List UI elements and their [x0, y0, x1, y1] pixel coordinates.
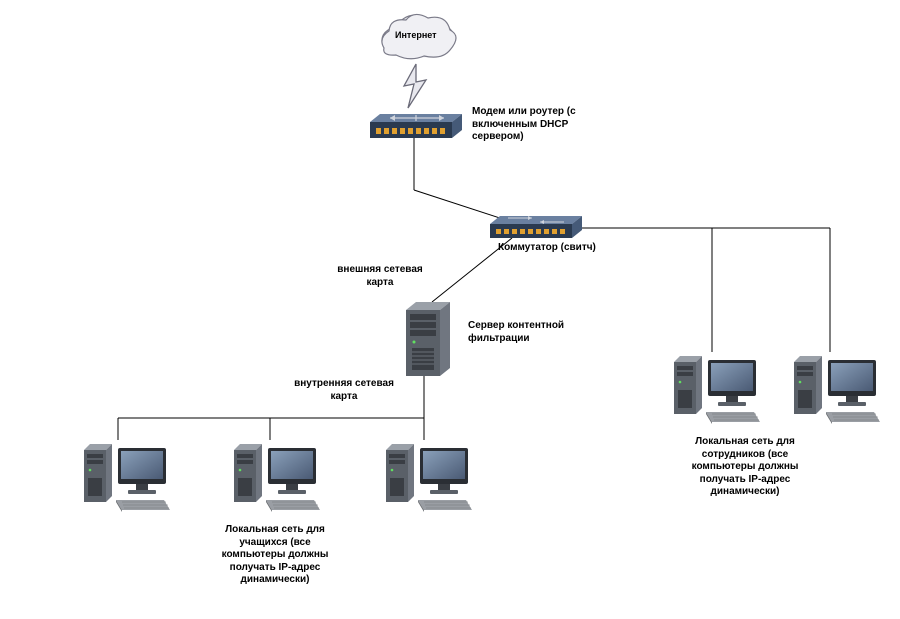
lan-students-label: Локальная сеть для учащихся (все компьют… — [210, 524, 340, 587]
modem-router — [366, 110, 466, 149]
staff-pc-2 — [790, 350, 882, 431]
lan-staff-label: Локальная сеть для сотрудников (все комп… — [680, 436, 810, 499]
lightning-icon — [398, 62, 432, 115]
student-pc-1 — [80, 438, 172, 519]
student-pc-2 — [230, 438, 322, 519]
staff-pc-1 — [670, 350, 762, 431]
nic-external-label: внешняя сетевая карта — [330, 264, 430, 289]
network-diagram: Интернет — [0, 0, 900, 619]
switch-label: Коммутатор (свитч) — [498, 242, 596, 255]
modem-label: Модем или роутер (с включенным DHCP серв… — [472, 106, 592, 144]
student-pc-3 — [382, 438, 474, 519]
cloud-label: Интернет — [395, 30, 437, 41]
nic-internal-label: внутренняя сетевая карта — [284, 378, 404, 403]
server-label: Сервер контентной фильтрации — [468, 320, 588, 345]
server — [400, 300, 460, 385]
